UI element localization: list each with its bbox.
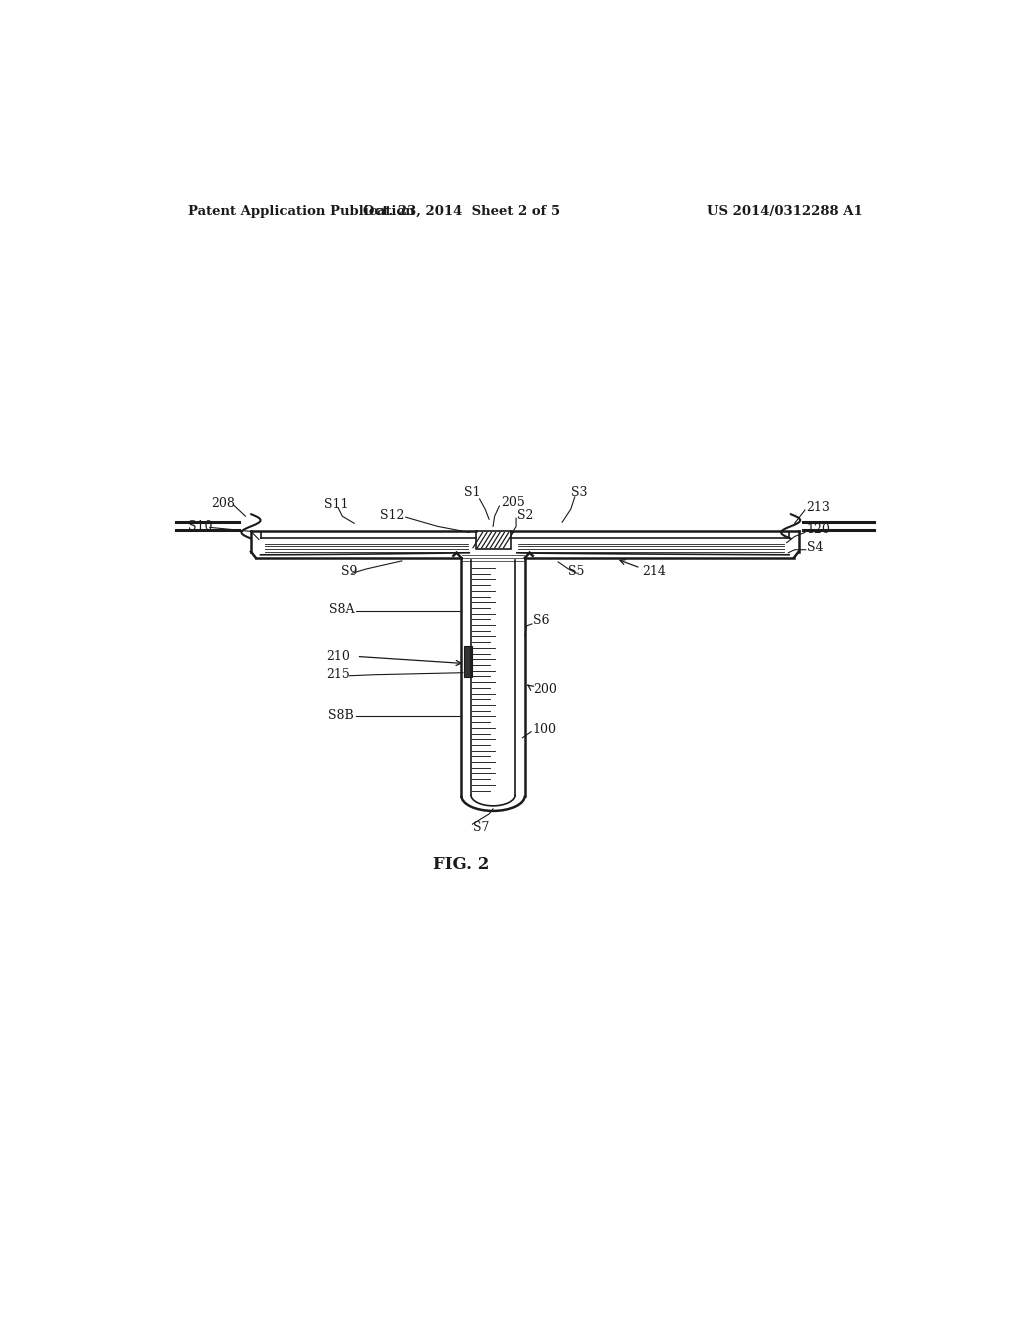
Bar <box>465 647 472 677</box>
Text: 210: 210 <box>327 649 350 663</box>
Text: S10: S10 <box>187 520 212 533</box>
Bar <box>475 532 511 549</box>
Text: S11: S11 <box>324 499 348 511</box>
Text: 214: 214 <box>642 565 667 578</box>
Text: S1: S1 <box>464 486 480 499</box>
Text: 205: 205 <box>501 496 524 510</box>
Text: S5: S5 <box>567 565 584 578</box>
Text: 215: 215 <box>327 668 350 681</box>
Text: S7: S7 <box>473 821 489 834</box>
Text: 208: 208 <box>211 498 236 511</box>
Text: US 2014/0312288 A1: US 2014/0312288 A1 <box>708 205 863 218</box>
Text: Patent Application Publication: Patent Application Publication <box>187 205 415 218</box>
Text: 100: 100 <box>532 723 557 737</box>
Text: S8A: S8A <box>329 603 354 616</box>
Text: S8B: S8B <box>329 709 354 722</box>
Text: S6: S6 <box>532 614 549 627</box>
Text: 120: 120 <box>807 523 830 536</box>
Text: S3: S3 <box>570 486 588 499</box>
Text: S12: S12 <box>380 508 404 521</box>
Text: S2: S2 <box>517 508 534 521</box>
Text: S9: S9 <box>341 565 357 578</box>
Text: S4: S4 <box>807 541 823 554</box>
Text: 213: 213 <box>807 500 830 513</box>
Text: FIG. 2: FIG. 2 <box>433 857 489 874</box>
Text: Oct. 23, 2014  Sheet 2 of 5: Oct. 23, 2014 Sheet 2 of 5 <box>362 205 560 218</box>
Text: 200: 200 <box>532 684 557 697</box>
